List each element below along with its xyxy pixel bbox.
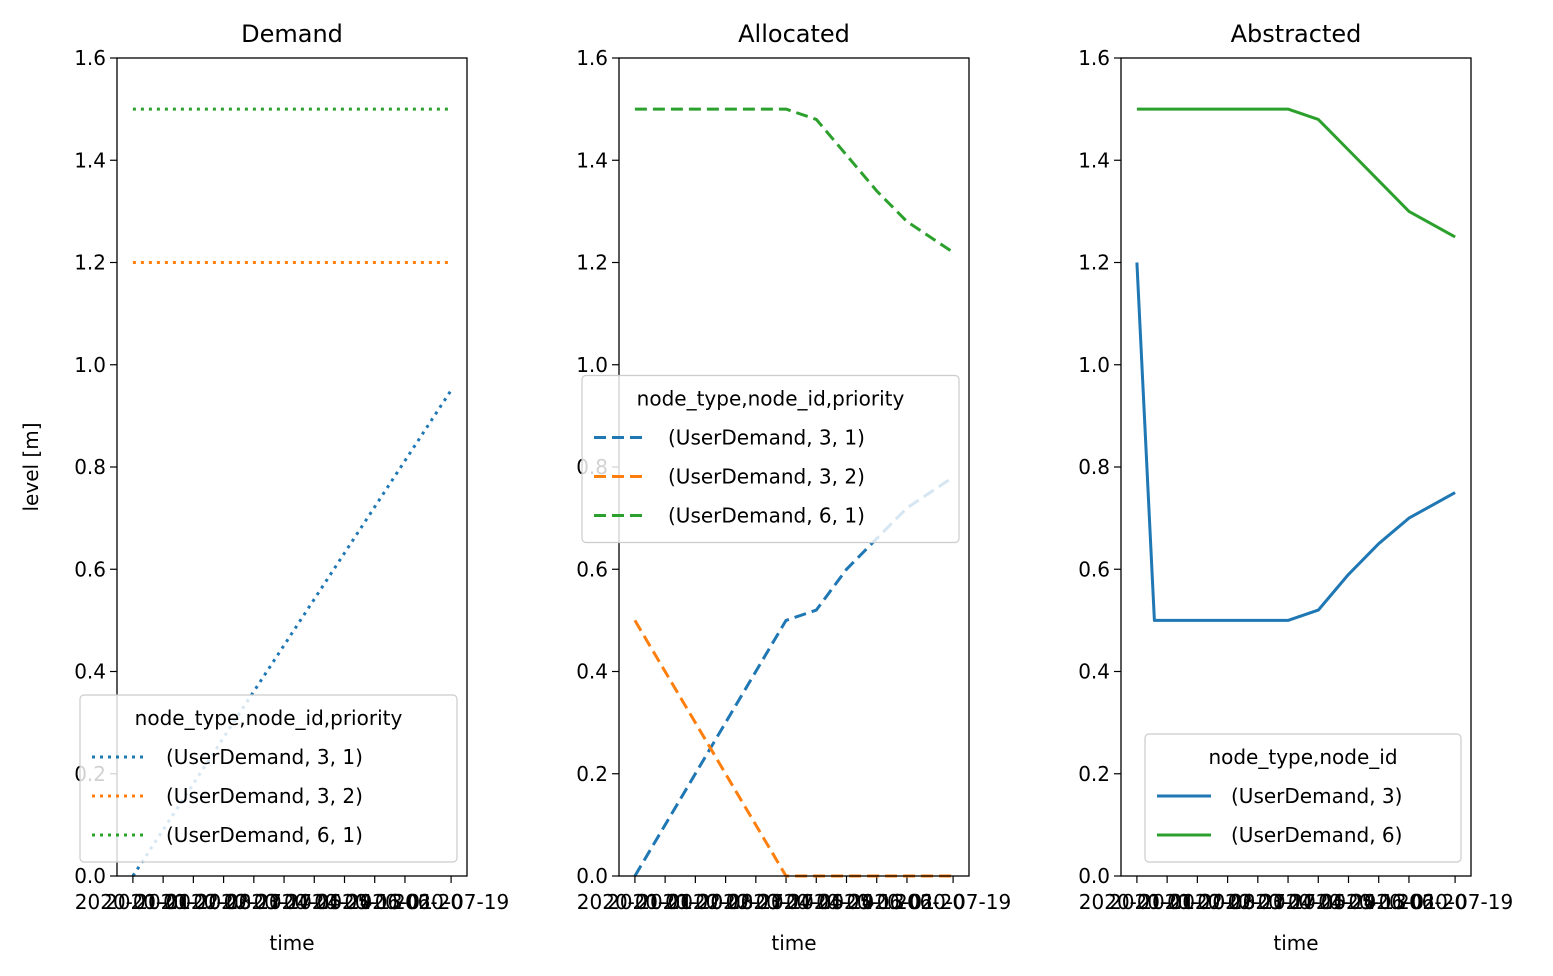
x-tick-label: 2020-01-01	[1079, 890, 1195, 914]
legend-label: (UserDemand, 3, 1)	[166, 745, 363, 769]
x-tick-label: 2020-03-17	[698, 890, 814, 914]
x-tick-label: 2020-01-20	[607, 890, 723, 914]
legend-box	[581, 374, 960, 544]
x-tick-label: 2020-02-08	[135, 890, 251, 914]
legend-label: (UserDemand, 6)	[1231, 823, 1402, 847]
x-tick-label: 2020-07-19	[393, 890, 509, 914]
legend: node_type,node_id,priority (UserDemand, 3…	[581, 374, 960, 544]
y-tick-label: 1.4	[74, 148, 106, 172]
x-tick-label: 2020-04-05	[728, 890, 844, 914]
y-tick-label: 0.4	[74, 660, 106, 684]
y-tick-label: 0.6	[1078, 557, 1110, 581]
x-axis-label: time	[771, 931, 816, 955]
y-tick-label: 1.6	[74, 46, 106, 70]
x-tick-label: 2020-04-05	[1230, 890, 1346, 914]
x-tick-label: 2020-03-17	[196, 890, 312, 914]
y-tick-label: 0.2	[576, 762, 608, 786]
x-tick-label: 2020-05-13	[1290, 890, 1406, 914]
x-tick-label: 2020-05-13	[788, 890, 904, 914]
y-tick-label: 1.6	[1078, 46, 1110, 70]
legend-label: (UserDemand, 3)	[1231, 784, 1402, 808]
legend-label: (UserDemand, 3, 1)	[668, 426, 865, 450]
y-axis-label: level [m]	[19, 422, 43, 511]
y-tick-label: 0.8	[1078, 455, 1110, 479]
x-tick-label: 2020-04-05	[226, 890, 342, 914]
y-tick-label: 0.0	[1078, 864, 1110, 888]
y-tick-label: 1.0	[576, 353, 608, 377]
series-line-1	[633, 475, 954, 877]
panel-title: Demand	[241, 20, 343, 48]
x-tick-label: 2020-06-01	[1321, 890, 1437, 914]
legend-title: node_type,node_id,priority	[637, 387, 905, 411]
x-tick-label: 2020-06-20	[849, 890, 965, 914]
x-tick-label: 2020-06-20	[347, 890, 463, 914]
series-line-1	[1135, 262, 1456, 622]
y-tick-label: 0.6	[576, 557, 608, 581]
y-tick-label: 0.0	[74, 864, 106, 888]
x-axis-label: time	[269, 931, 314, 955]
demand-panel: Demand0.00.20.40.60.81.01.21.41.62020-01…	[74, 20, 509, 955]
axes-frame	[116, 57, 468, 877]
y-tick-label: 1.2	[74, 251, 106, 275]
legend: node_type,node_id,priority (UserDemand, 3…	[79, 694, 458, 863]
x-tick-label: 2020-01-20	[105, 890, 221, 914]
series-line-2	[1136, 107, 1456, 239]
y-tick-label: 0.0	[576, 864, 608, 888]
x-tick-label: 2020-02-27	[1169, 890, 1285, 914]
x-tick-label: 2020-01-01	[577, 890, 693, 914]
x-tick-label: 2020-04-24	[758, 890, 874, 914]
x-tick-label: 2020-05-13	[286, 890, 402, 914]
y-tick-label: 1.0	[1078, 353, 1110, 377]
y-tick-label: 1.2	[576, 251, 608, 275]
y-tick-label: 1.4	[1078, 148, 1110, 172]
legend-box	[1144, 733, 1462, 863]
x-tick-label: 2020-06-01	[819, 890, 935, 914]
y-tick-label: 0.6	[74, 557, 106, 581]
x-tick-label: 2020-06-20	[1351, 890, 1467, 914]
x-axis-label: time	[1273, 931, 1318, 955]
x-tick-label: 2020-01-01	[75, 890, 191, 914]
x-tick-label: 2020-02-27	[165, 890, 281, 914]
y-tick-label: 0.4	[1078, 660, 1110, 684]
x-tick-label: 2020-02-27	[667, 890, 783, 914]
panel-title: Abstracted	[1231, 20, 1362, 48]
legend-box	[79, 694, 458, 863]
x-tick-label: 2020-07-19	[1397, 890, 1513, 914]
legend-label: (UserDemand, 3, 2)	[668, 465, 865, 489]
x-tick-label: 2020-03-17	[1200, 890, 1316, 914]
y-tick-label: 0.8	[74, 455, 106, 479]
legend-label: (UserDemand, 6, 1)	[166, 823, 363, 847]
x-tick-label: 2020-02-08	[637, 890, 753, 914]
series-line-2	[633, 619, 954, 878]
x-tick-label: 2020-01-20	[1109, 890, 1225, 914]
legend-label: (UserDemand, 6, 1)	[668, 504, 865, 528]
abstracted-panel: Abstracted 0.0 0.2 0.4 0.6 0.8 1.0 1.2 1.4 1.6 202…	[1078, 20, 1513, 955]
series-line-3	[634, 107, 954, 254]
x-tick-label: 2020-02-08	[1139, 890, 1255, 914]
allocated-panel: Allocated0.00.20.40.60.81.01.21.41.62020…	[576, 20, 1011, 955]
x-tick-label: 2020-07-19	[895, 890, 1011, 914]
legend-label: (UserDemand, 3, 2)	[166, 784, 363, 808]
y-tick-label: 1.6	[576, 46, 608, 70]
legend: node_type,node_id (UserDemand, 3) (UserDem…	[1144, 733, 1462, 863]
y-tick-label: 0.2	[1078, 762, 1110, 786]
x-tick-label: 2020-04-24	[256, 890, 372, 914]
panel-title: Allocated	[738, 20, 850, 48]
x-tick-label: 2020-06-01	[317, 890, 433, 914]
y-tick-label: 1.0	[74, 353, 106, 377]
y-tick-label: 1.2	[1078, 251, 1110, 275]
axes-frame	[1120, 57, 1472, 877]
y-tick-label: 1.4	[576, 148, 608, 172]
y-tick-label: 0.4	[576, 660, 608, 684]
x-tick-label: 2020-04-24	[1260, 890, 1376, 914]
legend-title: node_type,node_id	[1208, 745, 1397, 769]
legend-title: node_type,node_id,priority	[135, 706, 403, 730]
